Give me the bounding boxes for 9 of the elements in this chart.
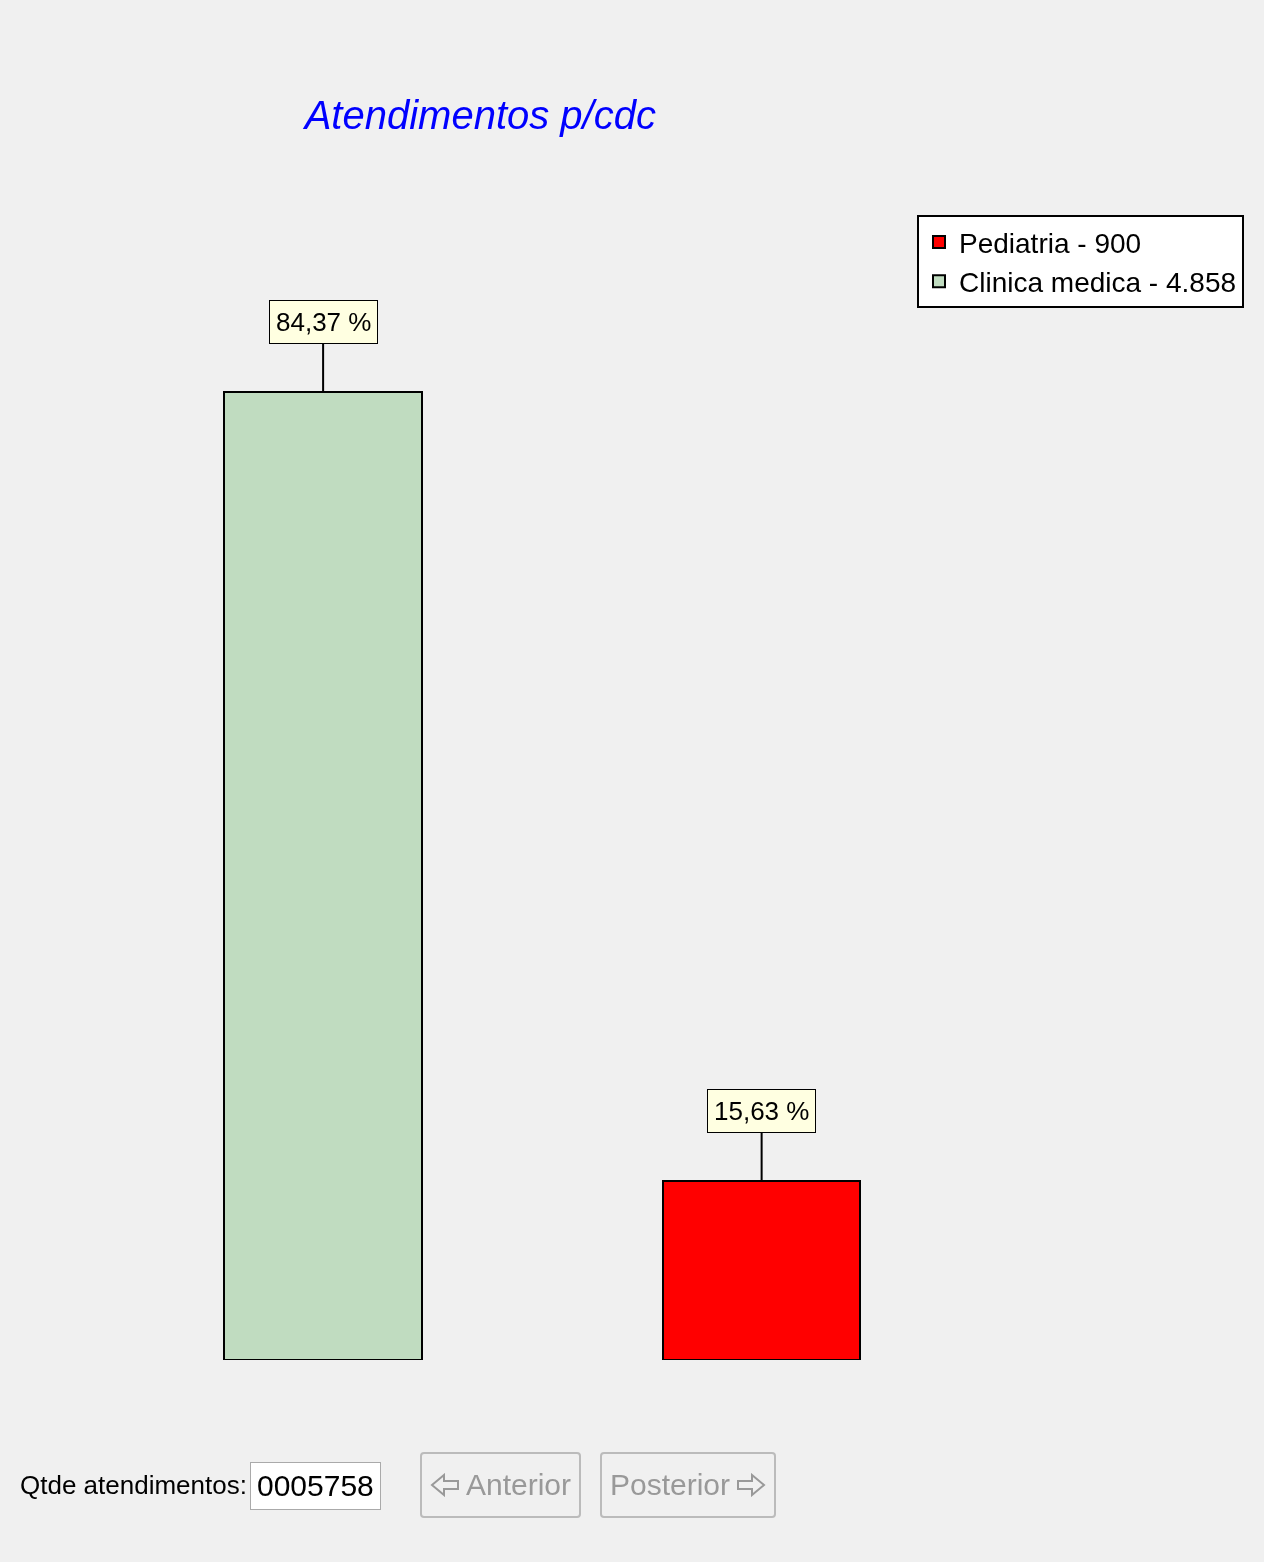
legend-label: Clinica medica - 4.858	[959, 267, 1237, 299]
button: Posterior	[600, 1452, 777, 1518]
data-label: 15,63 %	[714, 1096, 810, 1126]
legend-label: Pediatria - 900	[959, 227, 1142, 259]
chart-title: Atendimentos p/cdc	[302, 92, 656, 137]
text: Qtde atendimentos:	[20, 1470, 247, 1501]
button: Anterior	[420, 1452, 582, 1518]
text: 0005758	[250, 1462, 381, 1510]
data-label: 84,37 %	[276, 307, 372, 337]
